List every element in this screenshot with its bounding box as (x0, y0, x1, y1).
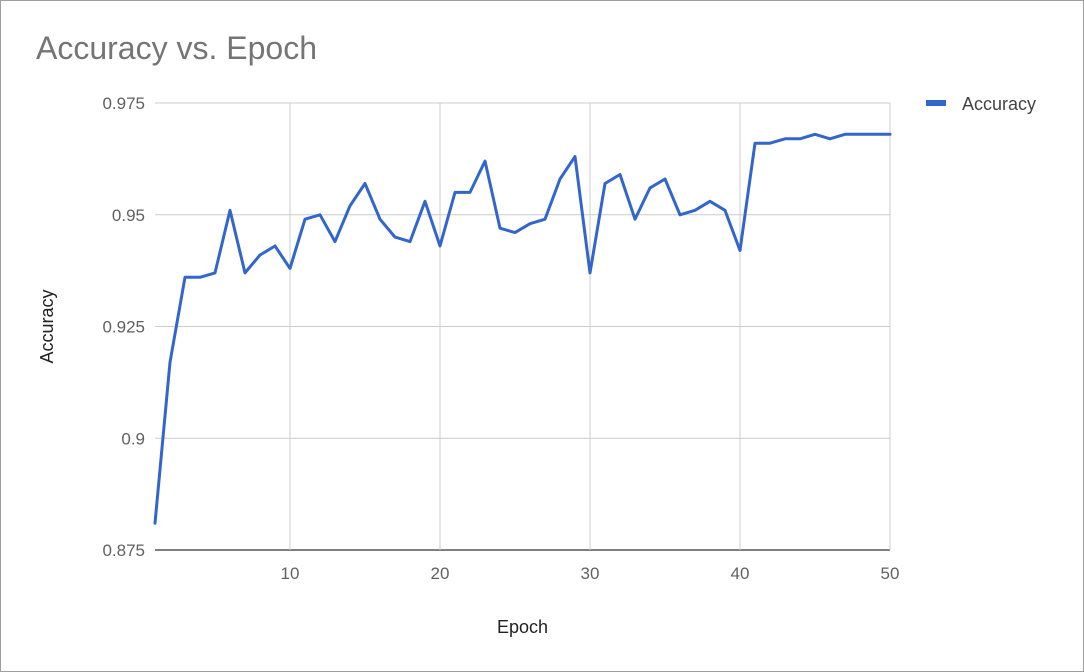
x-axis-title: Epoch (497, 617, 548, 637)
chart-title: Accuracy vs. Epoch (36, 30, 317, 66)
y-tick-label: 0.9 (121, 429, 145, 448)
grid-lines (155, 102, 891, 551)
series-line-accuracy[interactable] (153, 132, 892, 525)
y-tick-labels: 0.875 0.9 0.925 0.95 0.975 (102, 94, 145, 560)
legend-label: Accuracy (962, 94, 1036, 114)
y-tick-label: 0.95 (112, 206, 145, 225)
x-tick-label: 20 (431, 564, 450, 583)
x-tick-label: 10 (281, 564, 300, 583)
series-layer (153, 132, 892, 525)
legend[interactable]: Accuracy (926, 94, 1036, 114)
y-axis-title: Accuracy (37, 289, 57, 363)
y-tick-label: 0.975 (102, 94, 145, 113)
x-tick-label: 50 (881, 564, 900, 583)
y-tick-label: 0.875 (102, 541, 145, 560)
x-tick-label: 30 (581, 564, 600, 583)
x-tick-labels: 10 20 30 40 50 (281, 564, 900, 583)
y-tick-label: 0.925 (102, 318, 145, 337)
legend-swatch (926, 100, 946, 106)
x-tick-label: 40 (731, 564, 750, 583)
